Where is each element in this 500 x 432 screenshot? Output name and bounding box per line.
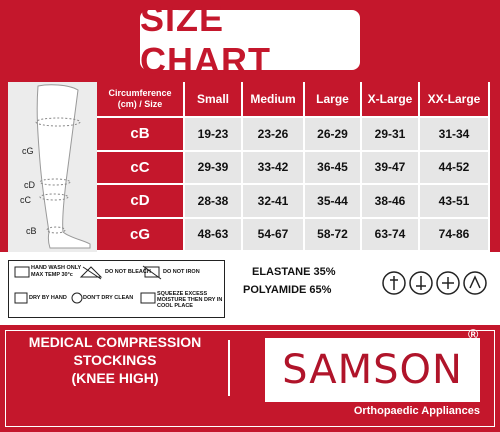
icon [142,265,162,280]
measure-line [46,226,66,234]
icon [71,292,83,304]
table-cell: 63-74 [362,218,420,252]
table-cell: 32-41 [243,185,305,219]
table-cell: 38-46 [362,185,420,219]
icon [140,292,156,304]
care-label: MAX TEMP 30°c [31,272,73,278]
care-label: DRY BY HAND [29,295,67,301]
row-header: cG [97,218,185,252]
leg-outline [36,84,91,249]
diagram-label: cC [20,195,32,205]
table-cell: 26-29 [305,118,362,152]
column-header: Circumference (cm) / Size [97,82,185,118]
measure-line [39,178,71,186]
icon [463,271,487,295]
product-line: MEDICAL COMPRESSION [28,334,202,350]
row-header: cD [97,185,185,219]
care-label: DON'T DRY CLEAN [83,295,134,301]
table-cell: 29-31 [362,118,420,152]
icon [409,271,433,295]
table-cell: 43-51 [420,185,490,219]
table-cell: 74-86 [420,218,490,252]
care-box: HAND WASH ONLY MAX TEMP 30°c DO NOT BLEA… [8,260,225,318]
care-label: DO NOT IRON [163,269,200,275]
icon-glyph [390,275,481,290]
table-cell: 48-63 [185,218,243,252]
diagram-label: cG [22,146,34,156]
brand-mark: ® [468,326,479,342]
column-header: Medium [243,82,305,118]
composition: POLYAMIDE 65% [243,284,332,296]
brand-name: SAMSON [265,338,480,402]
table-cell: 23-26 [243,118,305,152]
table-cell: 29-39 [185,151,243,185]
measure-line [39,193,69,201]
footer-frame [5,330,495,427]
table-cell: 39-47 [362,151,420,185]
care-label: HAND WASH ONLY [31,265,82,271]
table-cell: 35-44 [305,185,362,219]
frame [0,82,8,252]
table-cell: 33-42 [243,151,305,185]
icon [14,292,28,304]
icon [144,266,160,278]
table-cell: 58-72 [305,218,362,252]
icon [82,266,102,280]
leg-diagram: cG cD cC cB [8,82,97,252]
icon [79,266,103,278]
care-label: DO NOT BLEACH [105,269,151,275]
diagram-label: cB [26,226,37,236]
icon [14,266,30,278]
composition: ELASTANE 35% [252,266,336,278]
icon [436,271,460,295]
product-line: (KNEE HIGH) [71,370,159,386]
divider [228,340,230,396]
diagram-label: cD [24,180,36,190]
column-header: Large [305,82,362,118]
column-header: XX-Large [420,82,490,118]
table-cell: 36-45 [305,151,362,185]
product-line: STOCKINGS [73,352,157,368]
row-header: cB [97,118,185,152]
care-icons [14,265,162,304]
care-label: SQUEEZE EXCESS MOISTURE THEN DRY IN COOL… [157,291,223,309]
feature-icons [382,271,487,295]
measure-line [35,117,81,127]
row-header: cC [97,151,185,185]
title: SIZE CHART [140,0,360,81]
table-cell: 19-23 [185,118,243,152]
column-header: Small [185,82,243,118]
brand-tagline: Orthopaedic Appliances [353,405,480,417]
table-cell: 31-34 [420,118,490,152]
table-cell: 54-67 [243,218,305,252]
table-cell: 28-38 [185,185,243,219]
column-header: X-Large [362,82,420,118]
frame [490,82,500,252]
icon [382,271,406,295]
table-cell: 44-52 [420,151,490,185]
size-table: Circumference (cm) / Size Small Medium Larg… [97,82,490,252]
